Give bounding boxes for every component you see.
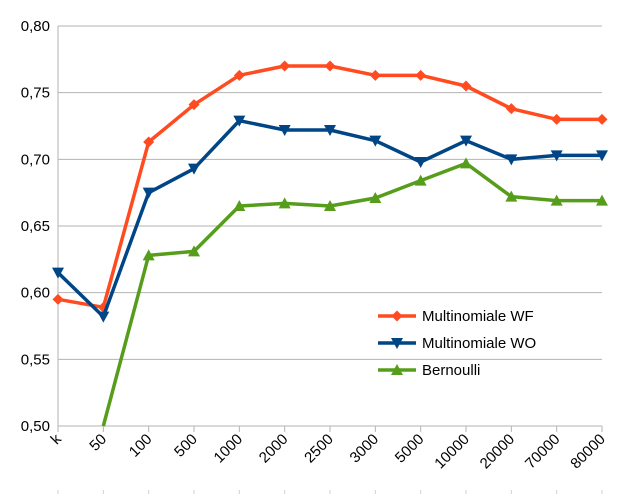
x-tick-label: 50 xyxy=(86,431,110,455)
y-tick-label: 0,50 xyxy=(21,418,50,435)
data-point xyxy=(414,157,427,168)
x-tick-label: 1000 xyxy=(211,431,247,467)
data-point xyxy=(550,194,563,206)
data-point xyxy=(188,99,200,111)
x-tick-label: 5000 xyxy=(392,431,428,467)
series-2 xyxy=(52,115,608,323)
x-tick-label: 2500 xyxy=(301,431,337,467)
series-line xyxy=(57,64,602,310)
legend-label: Multinomiale WF xyxy=(422,308,534,325)
data-point xyxy=(415,69,427,81)
data-point xyxy=(143,136,155,148)
data-point xyxy=(460,157,472,169)
data-point xyxy=(505,103,517,115)
data-point xyxy=(460,80,472,92)
legend-marker xyxy=(391,338,403,349)
series-group xyxy=(52,60,608,427)
data-point xyxy=(52,293,64,305)
legend-marker xyxy=(391,364,403,375)
legend-entry: Multinomiale WF xyxy=(378,308,534,325)
x-tick-label: 500 xyxy=(171,431,201,461)
y-tick-label: 0,55 xyxy=(21,351,50,368)
y-tick-label: 0,65 xyxy=(21,218,50,235)
data-point xyxy=(596,113,608,125)
legend-entry: Multinomiale WO xyxy=(378,335,536,352)
x-tick-label: 80000 xyxy=(567,431,609,473)
legend-entry: Bernoulli xyxy=(378,362,480,379)
data-point xyxy=(142,249,155,261)
data-point xyxy=(460,135,472,147)
data-point xyxy=(369,69,381,81)
data-point xyxy=(551,113,563,125)
x-tick-label: 100 xyxy=(126,431,156,461)
series-line xyxy=(101,161,602,427)
data-point xyxy=(188,163,200,175)
data-point xyxy=(233,115,246,127)
data-point xyxy=(550,150,563,162)
data-point xyxy=(233,200,246,211)
data-point xyxy=(369,135,382,147)
x-tick-label: 2000 xyxy=(256,431,292,467)
data-point xyxy=(369,192,382,203)
y-axis-ticks: 0,50 0,55 0,60 0,65 0,70 0,75 0,80 xyxy=(21,18,50,435)
data-point xyxy=(596,150,608,162)
legend-label: Multinomiale WO xyxy=(422,335,536,352)
x-tick-label: 3000 xyxy=(347,431,383,467)
series-3 xyxy=(101,157,608,427)
data-point xyxy=(324,60,336,72)
data-point xyxy=(505,190,518,202)
data-point xyxy=(97,311,110,323)
data-point xyxy=(505,154,518,166)
x-axis-ticks: k 50 100 500 1000 2000 2500 3000 5000 10000 20000 7… xyxy=(48,426,609,494)
data-point xyxy=(278,125,291,136)
data-point xyxy=(596,194,608,206)
grid-lines xyxy=(58,25,602,427)
data-point xyxy=(233,69,245,81)
data-point xyxy=(324,125,336,136)
x-tick-label: 70000 xyxy=(522,431,564,473)
y-tick-label: 0,75 xyxy=(21,85,50,102)
y-tick-label: 0,60 xyxy=(21,285,50,302)
x-tick-label: 20000 xyxy=(477,431,519,473)
data-point xyxy=(278,197,291,209)
x-tick-label: 10000 xyxy=(431,431,473,473)
y-tick-label: 0,70 xyxy=(21,151,50,168)
data-point xyxy=(279,60,291,72)
y-tick-label: 0,80 xyxy=(21,18,50,35)
legend: Multinomiale WF Multinomiale WO Bernoulli xyxy=(378,308,536,379)
data-point xyxy=(324,200,336,211)
series-1 xyxy=(52,60,608,313)
data-point xyxy=(414,174,427,186)
data-point xyxy=(52,267,64,279)
data-point xyxy=(188,245,200,257)
legend-marker xyxy=(391,310,403,322)
legend-label: Bernoulli xyxy=(422,362,480,379)
x-tick-label: k xyxy=(48,430,66,448)
data-point xyxy=(142,187,155,199)
